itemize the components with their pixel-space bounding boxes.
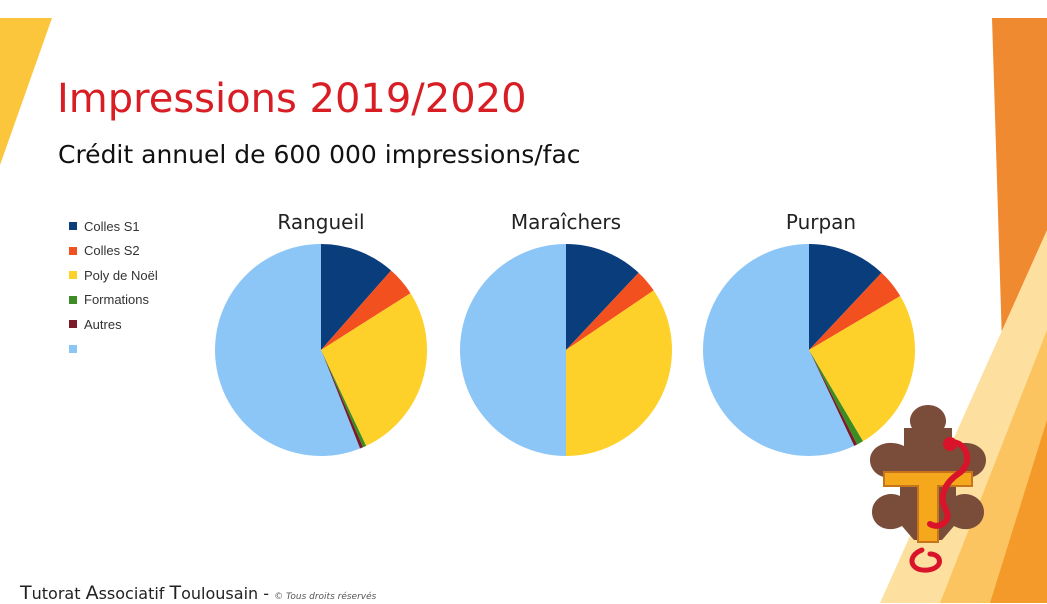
pie-slice [215, 244, 361, 456]
legend-label: Autres [84, 316, 122, 332]
pie-slice [321, 244, 392, 350]
pie-slice [566, 290, 672, 456]
pie-purpan [702, 244, 916, 456]
pie-slice [702, 244, 855, 456]
legend-item [69, 337, 158, 362]
legend-label: Formations [84, 292, 150, 308]
footer-dash: - [258, 584, 275, 603]
legend-swatch [69, 246, 77, 255]
chart-title-purpan: Purpan [785, 210, 857, 234]
legend-item: Autres [69, 312, 158, 337]
tutorat-logo [870, 405, 986, 573]
pie-slice [566, 272, 654, 350]
pie-slice [809, 244, 882, 350]
footer-initial-3: T [169, 582, 182, 604]
right-dark-triangle [990, 420, 1047, 603]
slide-title: Impressions 2019/2020 [57, 76, 527, 122]
pie-slice [809, 272, 901, 350]
legend-swatch [69, 222, 77, 231]
pie-slice [809, 350, 863, 445]
top-left-yellow-triangle [0, 18, 52, 165]
legend-swatch [69, 320, 77, 329]
legend-label: Colles S1 [84, 218, 140, 234]
pie-slice [566, 244, 639, 350]
pie-slice [809, 350, 858, 446]
legend-item: Colles S1 [69, 214, 158, 239]
pie-slice [321, 270, 411, 350]
legend-swatch [69, 344, 77, 353]
chart-legend: Colles S1 Colles S2 Poly de Noël Formati… [69, 214, 158, 361]
legend-item: Formations [69, 288, 158, 313]
pie-rangueil [215, 244, 428, 456]
pie-slice [321, 350, 364, 449]
footer-text: Tutorat Associatif Toulousain - © Tous d… [20, 582, 376, 604]
chart-title-rangueil: Rangueil [277, 210, 365, 234]
legend-swatch [69, 271, 77, 280]
legend-item: Colles S2 [69, 239, 158, 264]
chart-title-maraichers: Maraîchers [510, 210, 622, 234]
legend-swatch [69, 295, 77, 304]
legend-item: Poly de Noël [69, 263, 158, 288]
pie-slice [321, 293, 428, 446]
footer-word-2: ssociatif [98, 584, 170, 603]
pie-maraichers [460, 244, 672, 456]
pie-slice [321, 350, 367, 448]
pie-slice [809, 296, 916, 442]
footer-initial-1: T [20, 582, 32, 604]
legend-label: Poly de Noël [84, 267, 158, 283]
slide-subtitle: Crédit annuel de 600 000 impressions/fac [58, 140, 581, 169]
footer-initial-2: A [85, 582, 99, 604]
footer-word-3: oulousain [181, 584, 259, 603]
pie-slice [460, 244, 566, 456]
footer-word-1: utorat [31, 584, 86, 603]
footer-copyright: © Tous droits réservés [274, 592, 377, 602]
legend-label: Colles S2 [84, 243, 140, 259]
